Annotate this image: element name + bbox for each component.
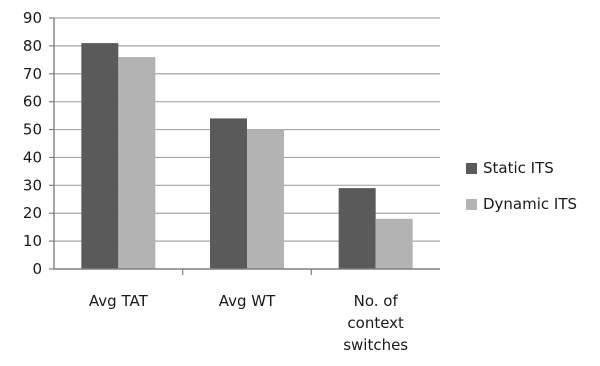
y-tick-label: 40	[23, 148, 42, 166]
y-tick-label: 70	[23, 65, 42, 83]
x-tick-label: Avg TAT	[89, 292, 149, 310]
bars	[81, 43, 413, 270]
legend-swatch	[466, 199, 477, 210]
y-tick-label: 50	[23, 121, 42, 139]
bar	[247, 129, 284, 269]
x-tick-label: Avg WT	[219, 292, 276, 310]
legend-label: Dynamic ITS	[483, 195, 577, 213]
bar	[338, 188, 376, 269]
y-axis-ticks: 0 10 20 30 40 50 60 70 80 90	[23, 9, 54, 278]
axes	[53, 18, 440, 275]
y-tick-label: 20	[23, 204, 42, 222]
x-tick-label: No. of context switches	[343, 292, 408, 354]
legend-swatch	[466, 163, 477, 174]
y-tick-label: 30	[23, 176, 42, 194]
bar	[118, 57, 156, 269]
bar	[81, 43, 119, 269]
bar	[210, 118, 247, 270]
y-tick-label: 90	[23, 9, 42, 27]
y-tick-label: 0	[32, 260, 42, 278]
legend: Static ITS Dynamic ITS	[466, 159, 577, 213]
bar	[375, 218, 413, 269]
legend-label: Static ITS	[483, 159, 554, 177]
y-tick-label: 60	[23, 93, 42, 111]
x-axis-labels: Avg TAT Avg WT No. of context switches	[89, 292, 408, 354]
y-tick-label: 10	[23, 232, 42, 250]
y-tick-label: 80	[23, 37, 42, 55]
